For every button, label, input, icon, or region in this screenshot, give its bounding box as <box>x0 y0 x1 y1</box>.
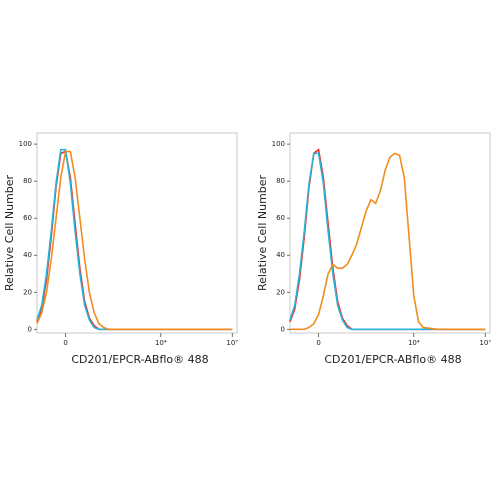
y-tick-label: 20 <box>23 288 32 296</box>
y-tick-label: 60 <box>276 214 285 222</box>
y-tick-label: 40 <box>276 251 285 259</box>
y-tick-label: 100 <box>19 140 32 148</box>
y-tick-label: 0 <box>28 325 32 333</box>
histogram-line <box>36 148 233 331</box>
y-axis-label: Relative Cell Number <box>3 174 16 291</box>
x-tick-label: 10⁷ <box>479 339 491 347</box>
histogram-line <box>36 150 233 331</box>
y-tick-label: 80 <box>23 177 32 185</box>
x-axis-label: CD201/EPCR-ABflo® 488 <box>324 353 461 366</box>
y-tick-label: 0 <box>281 325 285 333</box>
y-tick-label: 40 <box>23 251 32 259</box>
x-tick-label: 10⁴ <box>408 339 420 347</box>
histogram-line <box>36 150 233 331</box>
plot-frame <box>36 132 238 334</box>
y-tick-label: 20 <box>276 288 285 296</box>
x-tick-label: 10⁴ <box>155 339 167 347</box>
y-axis-label: Relative Cell Number <box>256 174 269 291</box>
histogram-line <box>289 148 486 331</box>
plot-frame <box>289 132 491 334</box>
y-tick-label: 100 <box>272 140 285 148</box>
x-axis-label: CD201/EPCR-ABflo® 488 <box>71 353 208 366</box>
histogram-line <box>289 152 486 331</box>
y-tick-label: 60 <box>23 214 32 222</box>
x-tick-label: 0 <box>63 339 67 347</box>
x-tick-label: 0 <box>316 339 320 347</box>
x-tick-label: 10⁷ <box>226 339 238 347</box>
y-tick-label: 80 <box>276 177 285 185</box>
histogram-line <box>290 152 486 331</box>
